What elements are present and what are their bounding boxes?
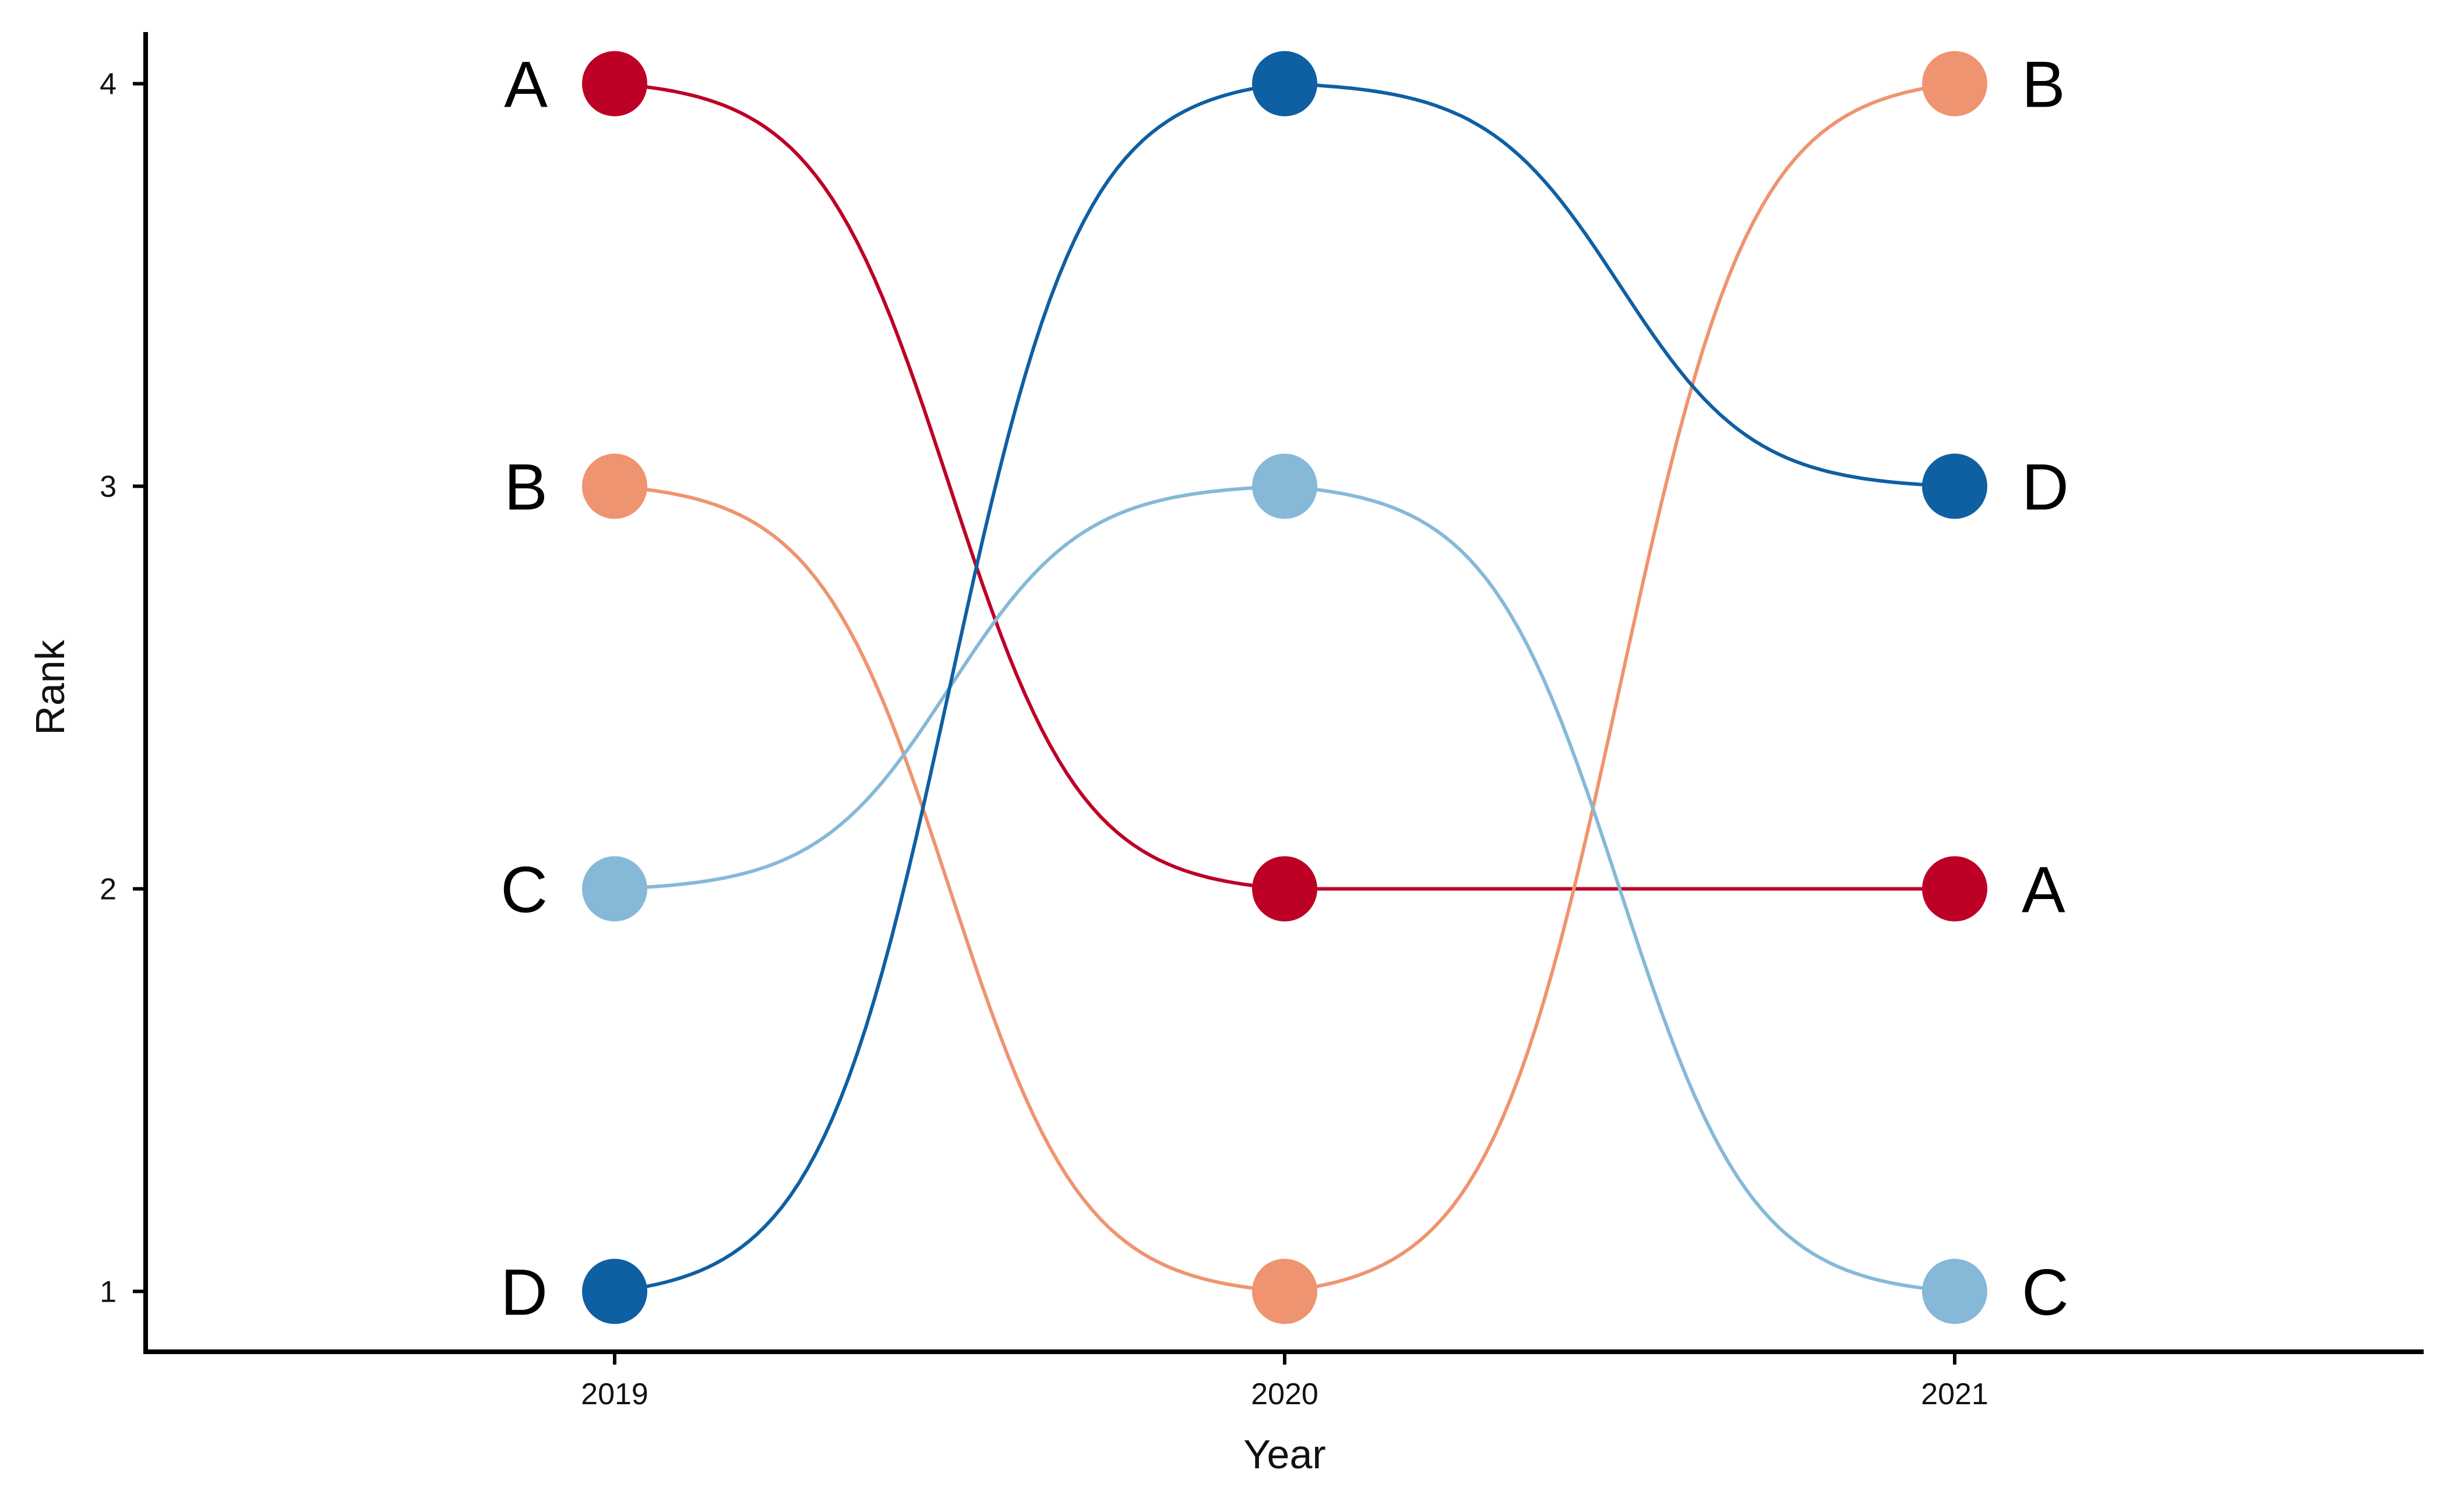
y-axis-ticks: 1 2 3 4 xyxy=(100,68,146,1309)
y-tick-label: 3 xyxy=(100,470,117,504)
series-point-b xyxy=(1922,51,1987,117)
y-tick-label: 1 xyxy=(100,1275,117,1309)
series-end-labels: A A B B C C D D xyxy=(500,48,2069,1329)
series-line-d xyxy=(614,82,1955,1294)
series-point-c xyxy=(582,856,647,922)
series-point-a xyxy=(1922,856,1987,922)
series-point-b xyxy=(582,453,647,519)
series-point-c xyxy=(1922,1259,1987,1324)
series-point-b xyxy=(1252,1259,1317,1324)
y-tick-label: 2 xyxy=(100,872,117,906)
series-point-d xyxy=(1922,453,1987,519)
x-axis-title: Year xyxy=(1243,1432,1325,1477)
series-points xyxy=(582,51,1987,1324)
series-point-d xyxy=(582,1259,647,1324)
y-axis-title: Rank xyxy=(27,639,73,735)
series-start-label: A xyxy=(504,48,548,121)
series-end-label: A xyxy=(2022,853,2065,926)
x-axis-ticks: 2019 2020 2021 xyxy=(581,1352,1988,1411)
series-point-c xyxy=(1252,453,1317,519)
series-start-label: D xyxy=(500,1256,548,1328)
series-point-a xyxy=(1252,856,1317,922)
series-end-label: B xyxy=(2022,48,2065,121)
series-point-d xyxy=(1252,51,1317,117)
y-tick-label: 4 xyxy=(100,68,117,101)
series-start-label: C xyxy=(500,853,548,926)
x-tick-label: 2019 xyxy=(581,1377,648,1411)
series-start-label: B xyxy=(504,451,548,524)
axes: 1 2 3 4 2019 2020 2021 Year Rank xyxy=(27,32,2424,1477)
series-lines xyxy=(614,82,1955,1294)
series-line-b xyxy=(614,82,1955,1294)
series-end-label: D xyxy=(2022,451,2069,524)
x-tick-label: 2020 xyxy=(1251,1377,1318,1411)
series-point-a xyxy=(582,51,647,117)
x-tick-label: 2021 xyxy=(1921,1377,1988,1411)
series-end-label: C xyxy=(2022,1256,2069,1328)
